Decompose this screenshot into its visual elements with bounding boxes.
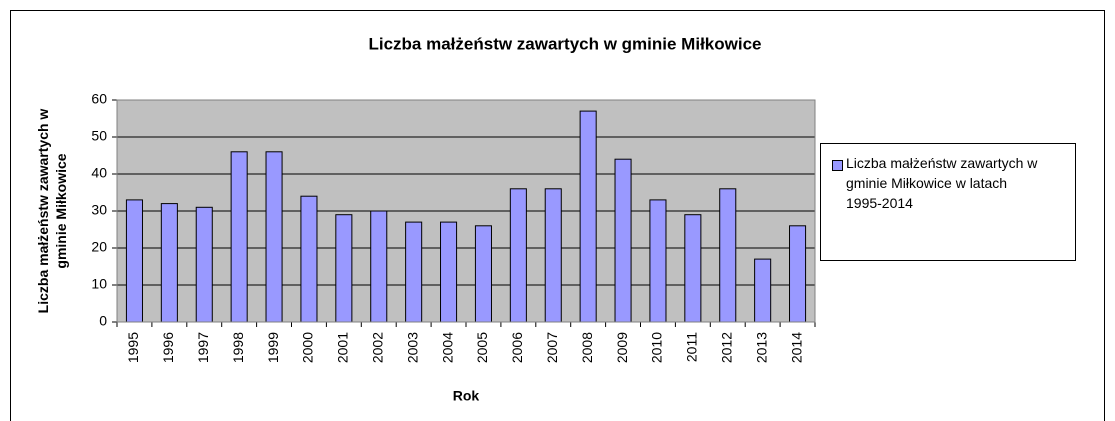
- bar: [509, 188, 527, 323]
- y-axis-label: Liczba małżeństw zawartych w gminie Miłk…: [35, 108, 69, 314]
- y-tick-label: 40: [91, 165, 107, 181]
- bar: [544, 188, 562, 323]
- x-tick-label: 2002: [369, 332, 385, 363]
- bar: [614, 158, 632, 323]
- legend: Liczba małżeństw zawartych w gminie Miłk…: [820, 143, 1076, 261]
- bar: [579, 110, 597, 323]
- bar: [440, 221, 458, 323]
- x-tick-label: 2009: [614, 332, 630, 363]
- x-tick-label: 2007: [544, 332, 560, 363]
- bar: [649, 199, 667, 323]
- x-axis-label: Rok: [453, 388, 480, 404]
- bar: [300, 195, 318, 323]
- bar: [160, 203, 178, 323]
- x-tick-label: 2000: [300, 332, 316, 363]
- x-tick-label: 2008: [579, 332, 595, 363]
- x-tick-label: 2003: [404, 332, 420, 363]
- bar: [405, 221, 423, 323]
- y-tick-label: 20: [91, 239, 107, 255]
- x-tick-label: 2011: [684, 332, 700, 362]
- x-tick-label: 2010: [649, 332, 665, 363]
- plot-border: [116, 99, 816, 323]
- bar: [370, 210, 388, 323]
- bar: [265, 151, 283, 323]
- x-tick-label: 1997: [195, 332, 211, 363]
- x-tick-label: 1996: [160, 332, 176, 363]
- x-tick-label: 1998: [230, 332, 246, 363]
- x-tick-label: 1999: [265, 332, 281, 363]
- y-tick-label: 60: [91, 91, 107, 107]
- x-tick-label: 2006: [509, 332, 525, 363]
- bar: [474, 225, 492, 323]
- x-tick-label: 2012: [718, 332, 734, 363]
- bar: [335, 214, 353, 323]
- bar: [684, 214, 702, 323]
- y-tick-label: 30: [91, 202, 107, 218]
- bar: [754, 258, 772, 323]
- bar: [789, 225, 807, 323]
- x-tick-label: 1995: [125, 332, 141, 363]
- bar: [719, 188, 737, 323]
- x-tick-label: 2005: [474, 332, 490, 363]
- x-tick-label: 2004: [439, 332, 455, 363]
- x-tick-label: 2014: [788, 332, 804, 363]
- chart-title: Liczba małżeństw zawartych w gminie Miłk…: [368, 34, 761, 53]
- legend-label: Liczba małżeństw zawartych w gminie Miłk…: [846, 155, 1038, 211]
- x-tick-label: 2001: [335, 332, 351, 363]
- bar: [125, 199, 143, 323]
- x-tick-label: 2013: [753, 332, 769, 363]
- y-tick-label: 0: [99, 313, 107, 329]
- legend-swatch: [832, 160, 843, 171]
- bar: [195, 206, 213, 323]
- y-tick-label: 50: [91, 128, 107, 144]
- y-tick-label: 10: [91, 276, 107, 292]
- bar: [230, 151, 248, 323]
